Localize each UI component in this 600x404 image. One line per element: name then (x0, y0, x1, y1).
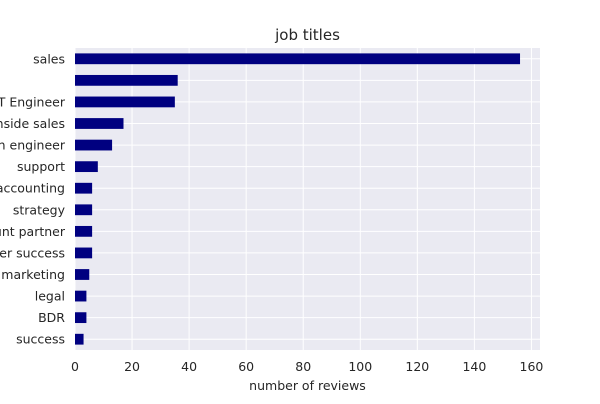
x-tick-label: 40 (181, 359, 197, 374)
y-tick-label: T Engineer (0, 94, 66, 109)
bar (75, 312, 87, 324)
y-tick-label: sales (33, 51, 65, 66)
x-tick-label: 160 (520, 359, 544, 374)
x-tick-label: 120 (405, 359, 429, 374)
y-tick-label: success (16, 332, 65, 347)
bar (75, 53, 521, 65)
y-tick-label: marketing (1, 267, 65, 282)
x-axis-label: number of reviews (249, 378, 366, 393)
y-tick-label: nside sales (0, 116, 65, 131)
plot-area (75, 48, 540, 350)
x-tick-label: 140 (462, 359, 486, 374)
x-tick-label: 100 (348, 359, 372, 374)
bar (75, 118, 124, 129)
x-tick-label: 60 (238, 359, 254, 374)
bar (75, 225, 93, 237)
y-tick-label: legal (35, 289, 65, 304)
bar (75, 269, 90, 280)
chart-title: job titles (274, 26, 340, 44)
y-tick-label: BDR (38, 310, 65, 325)
y-tick-label: n engineer (0, 138, 66, 153)
bar (75, 161, 98, 173)
bar (75, 290, 87, 302)
x-tick-label: 0 (71, 359, 79, 374)
y-tick-label: accounting (0, 181, 65, 196)
bar (75, 182, 93, 194)
bar (75, 247, 93, 259)
bar (75, 333, 84, 345)
x-tick-label: 80 (295, 359, 311, 374)
bars (75, 53, 521, 345)
y-tick-labels: sales T Engineer nside sales n engineer supp… (0, 51, 66, 346)
y-tick-label: unt partner (0, 224, 66, 239)
bar (75, 96, 175, 108)
x-tick-labels: 0 20 40 60 80 100 120 140 160 (71, 359, 543, 374)
bar (75, 139, 113, 151)
y-tick-label: er success (0, 245, 65, 260)
y-tick-label: strategy (13, 202, 66, 217)
bar (75, 204, 93, 216)
x-tick-label: 20 (124, 359, 140, 374)
bar (75, 74, 178, 86)
y-tick-label: support (17, 159, 65, 174)
